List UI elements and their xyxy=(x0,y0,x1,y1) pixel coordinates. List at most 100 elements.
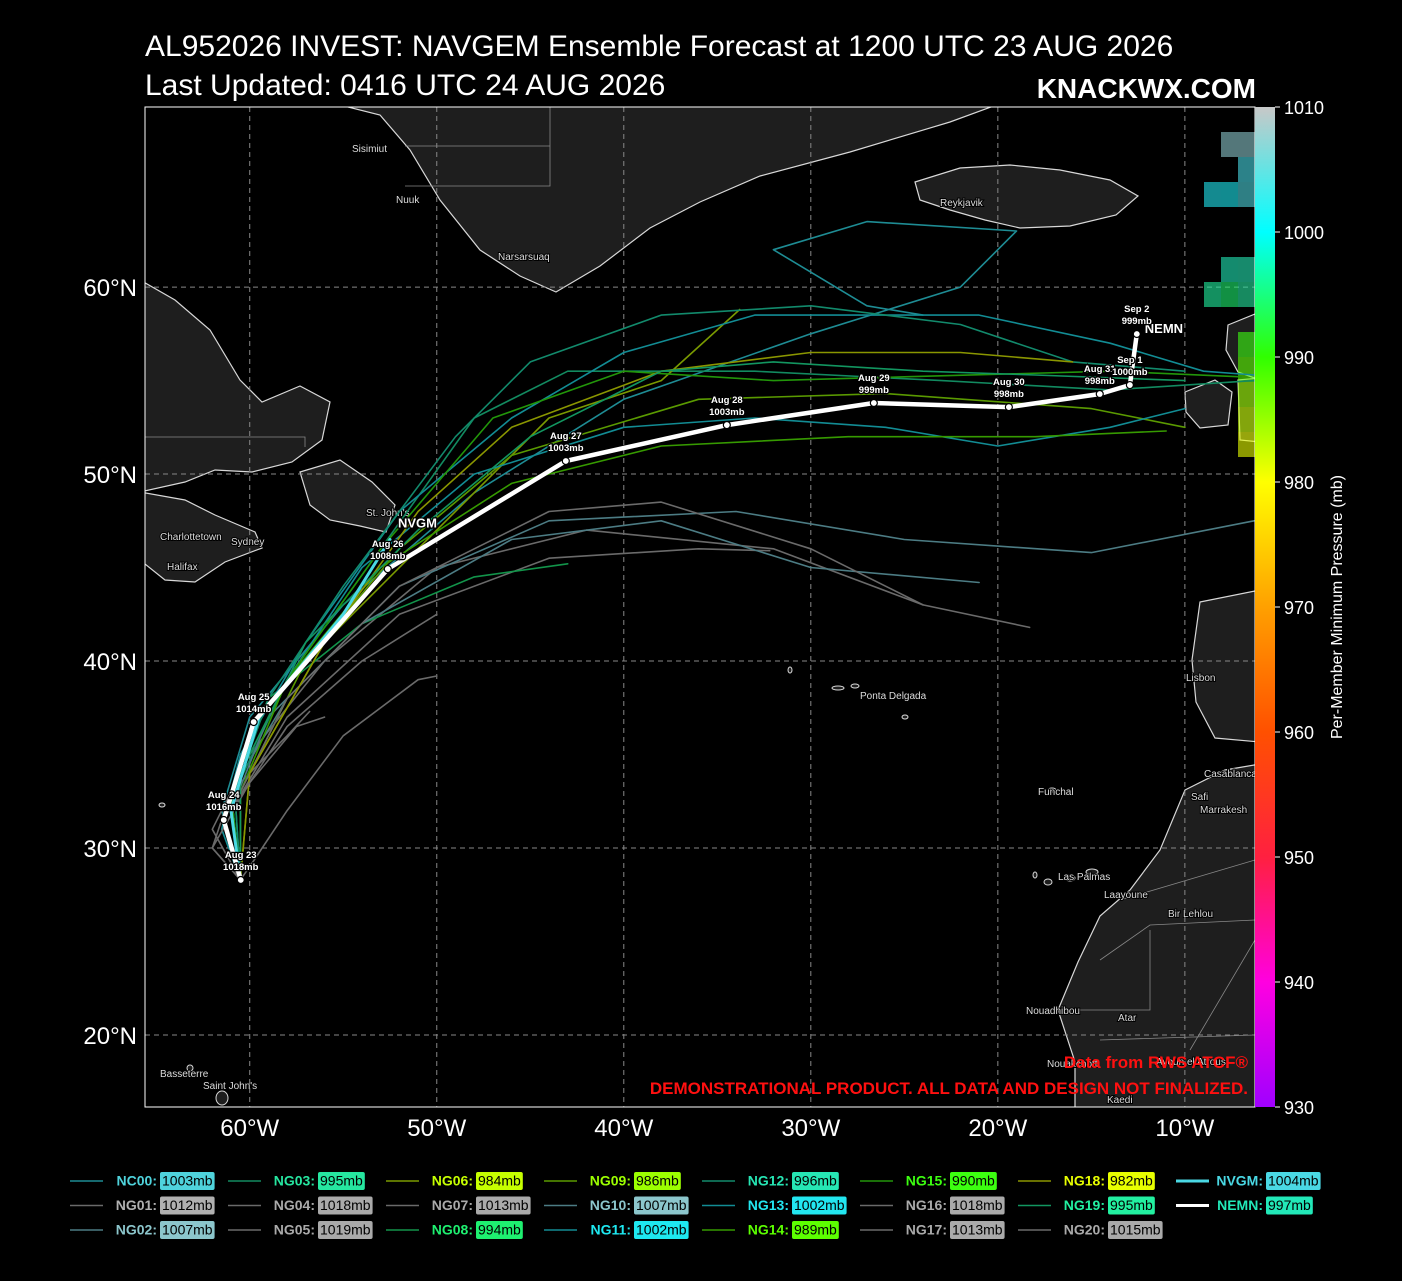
maritimes xyxy=(145,492,263,583)
legend-name: NEMN: xyxy=(1217,1197,1263,1213)
brand: KNACKWX.COM xyxy=(1037,73,1256,104)
place-label: Safi xyxy=(1191,792,1208,803)
histogram-block xyxy=(1238,282,1255,307)
colorbar-tick-label: 1010 xyxy=(1284,98,1324,118)
iceland xyxy=(914,164,1140,229)
track-line xyxy=(220,314,1255,881)
track-label: NVGM xyxy=(398,515,437,530)
track-label: NEMN xyxy=(1145,321,1183,336)
colorbar-tick-label: 1000 xyxy=(1284,223,1324,243)
legend-pressure-box xyxy=(160,1221,215,1239)
legend-pressure: 1019mb xyxy=(320,1222,371,1238)
pressure-histogram xyxy=(1204,132,1255,457)
legend-name: NG15: xyxy=(906,1173,947,1189)
legend-name: NG04: xyxy=(274,1197,315,1213)
place-label: Nuuk xyxy=(396,195,420,206)
place-label: Marrakesh xyxy=(1200,805,1247,816)
legend-name: NG18: xyxy=(1064,1173,1105,1189)
legend-pressure-box xyxy=(476,1172,523,1190)
place-label: Narsarsuaq xyxy=(498,252,550,263)
point-pressure: 998mb xyxy=(1085,376,1115,387)
histogram-block xyxy=(1204,282,1221,307)
legend-pressure: 1003mb xyxy=(162,1173,213,1189)
track-point xyxy=(383,564,392,574)
legend-name: NG11: xyxy=(591,1222,631,1238)
point-date: Aug 25 xyxy=(238,692,270,703)
histogram-block xyxy=(1221,257,1238,282)
legend-name: NG06: xyxy=(432,1173,473,1189)
legend-pressure: 990mb xyxy=(952,1173,995,1189)
histogram-block xyxy=(1238,432,1255,457)
point-date: Aug 30 xyxy=(993,377,1025,388)
place-label: Funchal xyxy=(1038,787,1074,798)
point-pressure: 1018mb xyxy=(223,862,259,873)
histogram-block xyxy=(1221,132,1238,157)
legend-pressure: 984mb xyxy=(478,1173,521,1189)
legend-name: NVGM: xyxy=(1216,1173,1263,1189)
histogram-block xyxy=(1238,332,1255,357)
legend-pressure-box xyxy=(160,1196,215,1215)
legend-pressure: 989mb xyxy=(794,1222,837,1238)
legend-name: NG20: xyxy=(1064,1222,1105,1238)
disclaimer: DEMONSTRATIONAL PRODUCT. ALL DATA AND DE… xyxy=(650,1079,1248,1098)
histogram-block xyxy=(1238,182,1255,207)
greenland xyxy=(345,107,993,293)
track-point xyxy=(1132,329,1141,339)
point-pressure: 1000mb xyxy=(1112,367,1148,378)
legend-name: NG01: xyxy=(116,1197,157,1213)
legend-pressure: 1012mb xyxy=(162,1197,213,1213)
place-label: Laayoune xyxy=(1104,890,1148,901)
map: Sisimiut Nuuk Narsarsuaq Reykjavik St. J… xyxy=(145,107,1255,1107)
place-label: Saint John's xyxy=(203,1081,257,1092)
track-line xyxy=(239,430,1167,881)
legend-pressure: 1013mb xyxy=(478,1197,529,1213)
legend-pressure: 1013mb xyxy=(952,1222,1003,1238)
track-line xyxy=(234,305,1186,881)
colorbar xyxy=(1255,107,1275,1107)
place-label: Ayoun el Atrous xyxy=(1156,1057,1226,1068)
legend-pressure-box xyxy=(160,1172,215,1190)
legend-pressure-box xyxy=(1266,1196,1313,1215)
point-pressure: 998mb xyxy=(994,389,1024,400)
legend-pressure-box xyxy=(318,1221,373,1239)
legend-pressure: 982mb xyxy=(1110,1173,1153,1189)
legend: NC00: 1003mb NG01: 1012mb NG02: 1007mb NG03: 99… xyxy=(70,1172,1321,1239)
place-label: Atar xyxy=(1118,1013,1137,1024)
legend-pressure-box xyxy=(950,1172,997,1190)
legend-pressure: 995mb xyxy=(320,1173,363,1189)
y-tick-label: 40°N xyxy=(83,649,137,676)
point-pressure: 1016mb xyxy=(206,802,242,813)
colorbar-tick-label: 940 xyxy=(1284,973,1314,993)
legend-pressure: 994mb xyxy=(478,1222,521,1238)
x-tick-label: 50°W xyxy=(407,1115,466,1142)
legend-pressure: 996mb xyxy=(794,1173,837,1189)
point-date: Sep 2 xyxy=(1124,304,1149,315)
border xyxy=(145,436,306,447)
legend-pressure: 986mb xyxy=(636,1173,679,1189)
legend-pressure-box xyxy=(318,1172,365,1190)
legend-pressure-box xyxy=(792,1172,839,1190)
legend-pressure-box xyxy=(1108,1196,1155,1215)
place-label: Sisimiut xyxy=(352,144,387,155)
legend-pressure-box xyxy=(1108,1221,1163,1239)
point-date: Aug 29 xyxy=(858,373,890,384)
point-date: Aug 31 xyxy=(1084,364,1116,375)
legend-pressure-box xyxy=(792,1221,839,1239)
labrador xyxy=(145,282,331,492)
source-note: Data from RWS ATCF® xyxy=(1064,1053,1249,1072)
y-tick-label: 30°N xyxy=(83,836,137,863)
legend-pressure-box xyxy=(792,1196,847,1215)
legend-name: NG16: xyxy=(906,1197,947,1213)
place-label: Bir Lehlou xyxy=(1168,909,1213,920)
legend-pressure: 1002mb xyxy=(636,1222,687,1238)
track-point xyxy=(869,398,878,408)
legend-name: NG08: xyxy=(432,1222,473,1238)
point-pressure: 1008mb xyxy=(370,551,406,562)
place-label: Nouadhibou xyxy=(1026,1006,1080,1017)
colorbar-tick-label: 980 xyxy=(1284,473,1314,493)
point-date: Aug 28 xyxy=(711,395,743,406)
legend-name: NG19: xyxy=(1064,1197,1105,1213)
x-tick-label: 30°W xyxy=(781,1115,840,1142)
